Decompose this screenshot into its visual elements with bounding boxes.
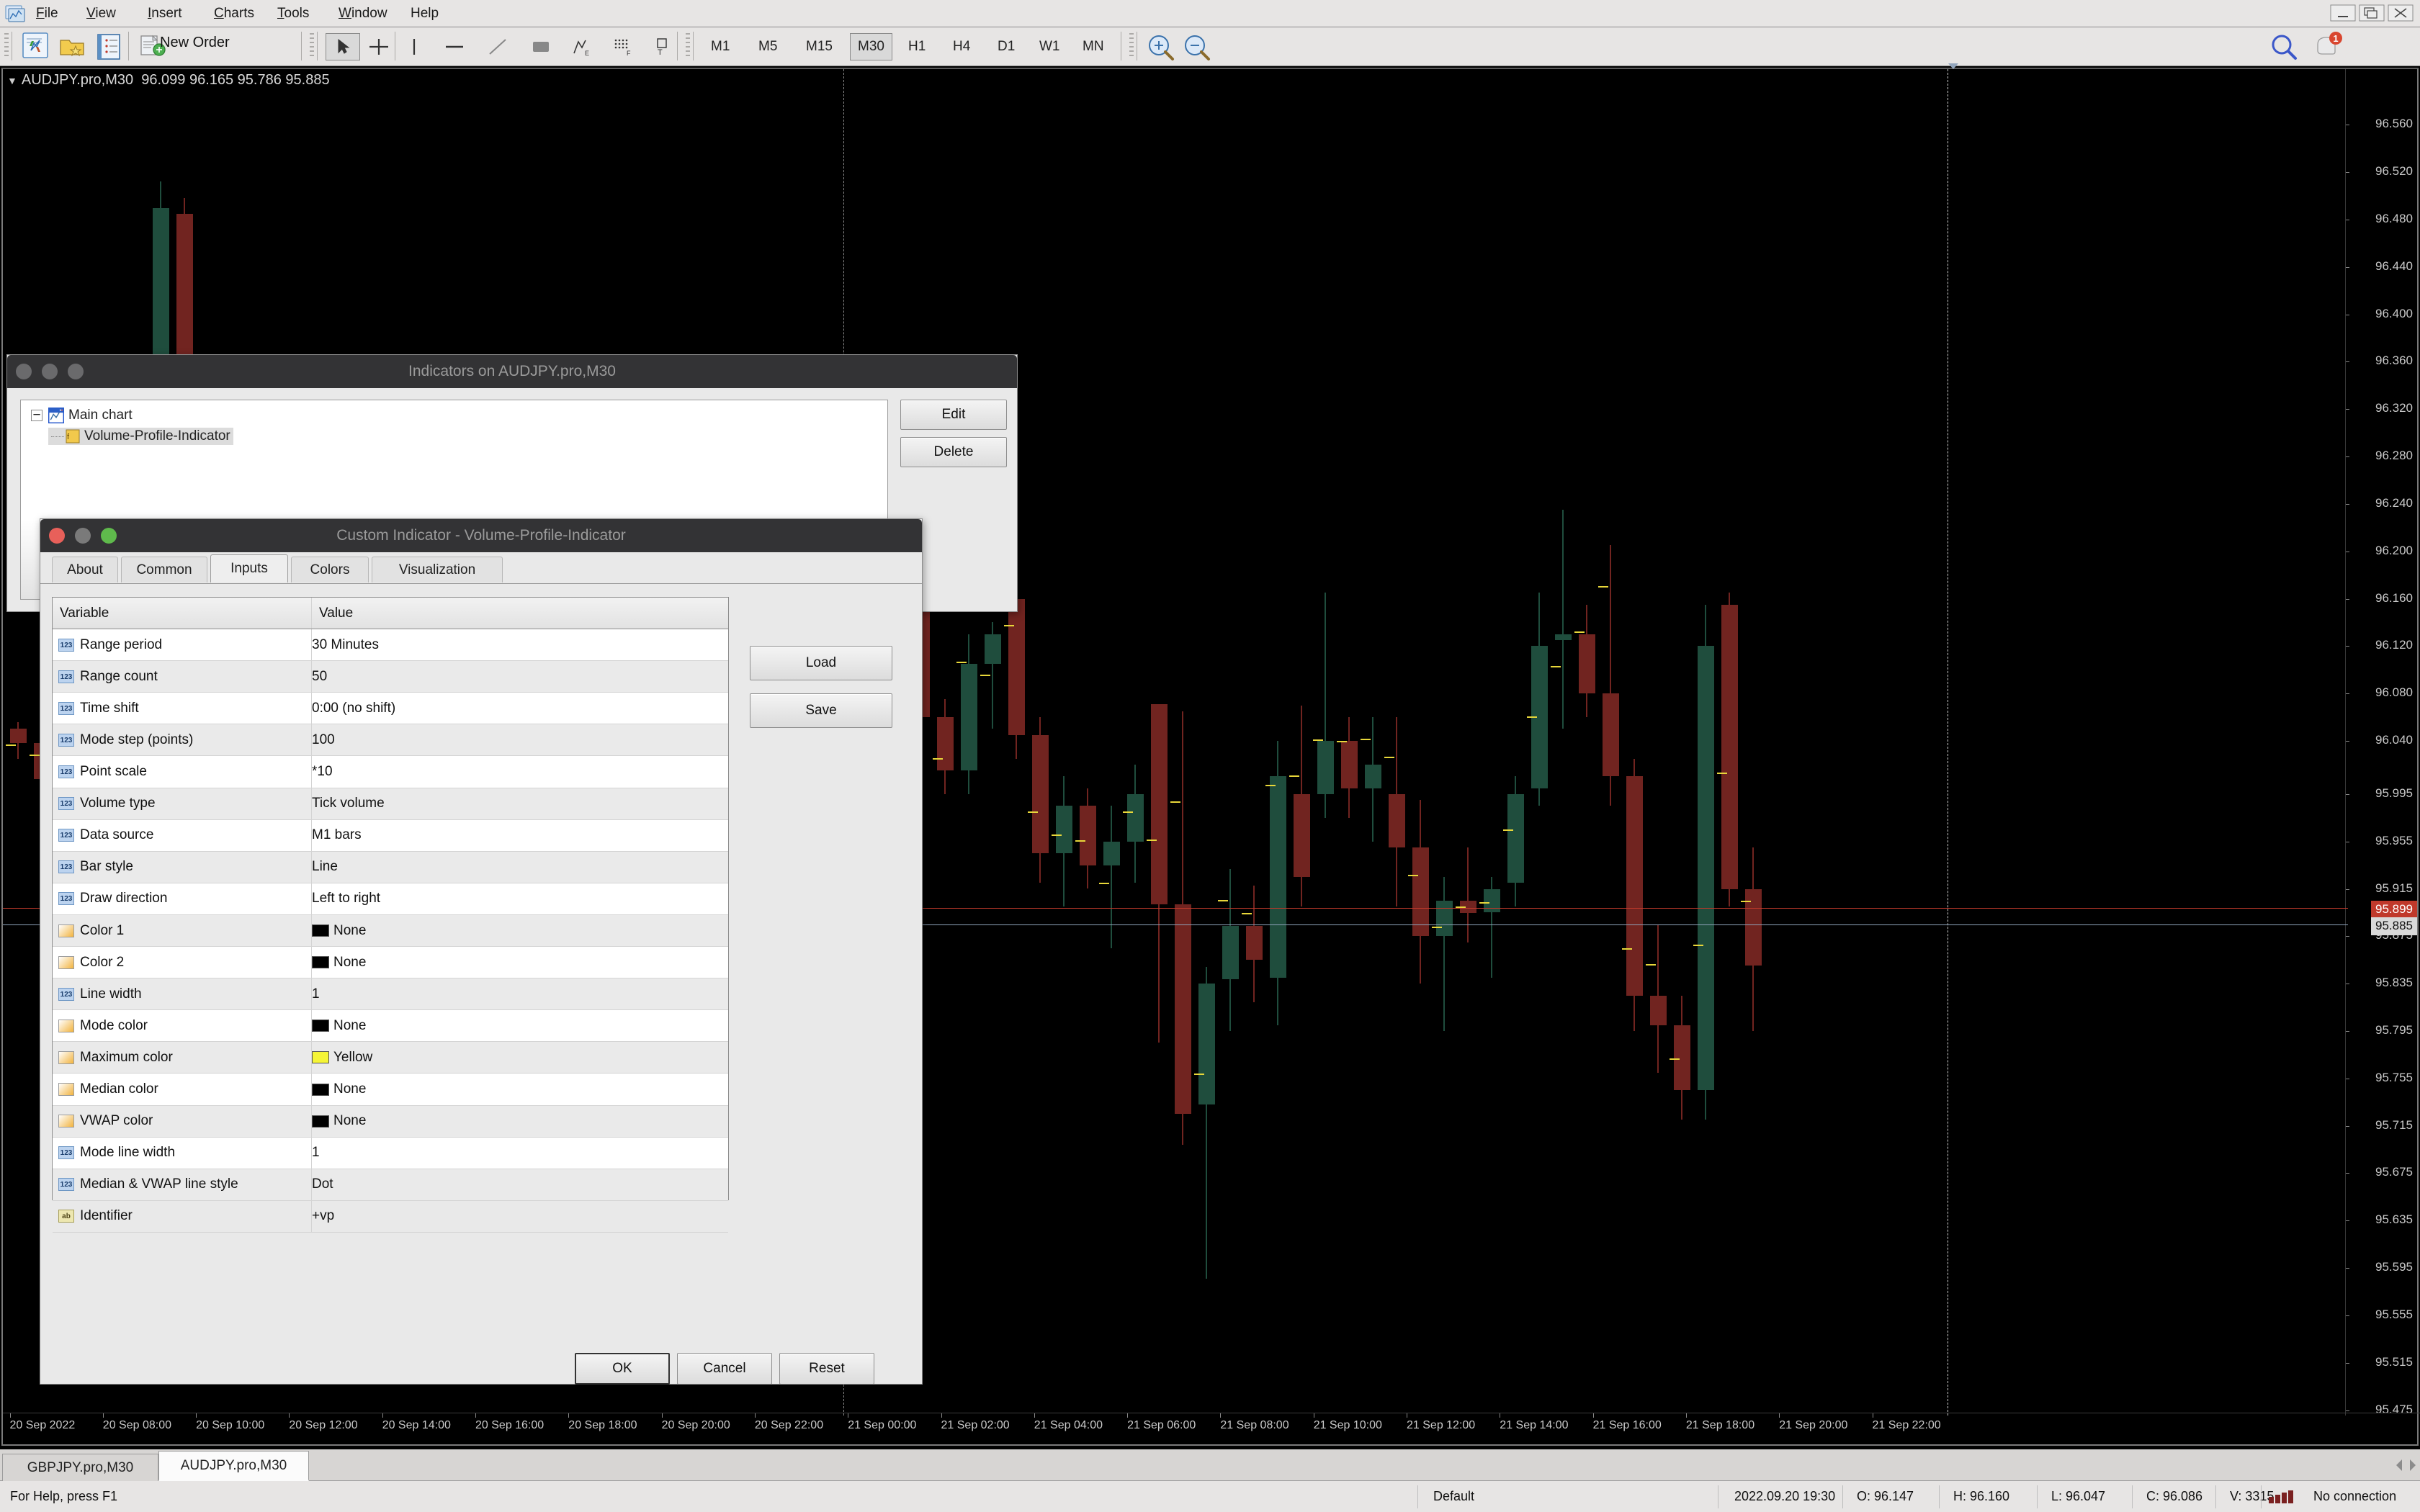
svg-text:1: 1 xyxy=(2333,33,2338,44)
svg-text:T: T xyxy=(658,48,663,56)
svg-text:F: F xyxy=(627,50,631,56)
svg-text:E: E xyxy=(585,50,589,56)
